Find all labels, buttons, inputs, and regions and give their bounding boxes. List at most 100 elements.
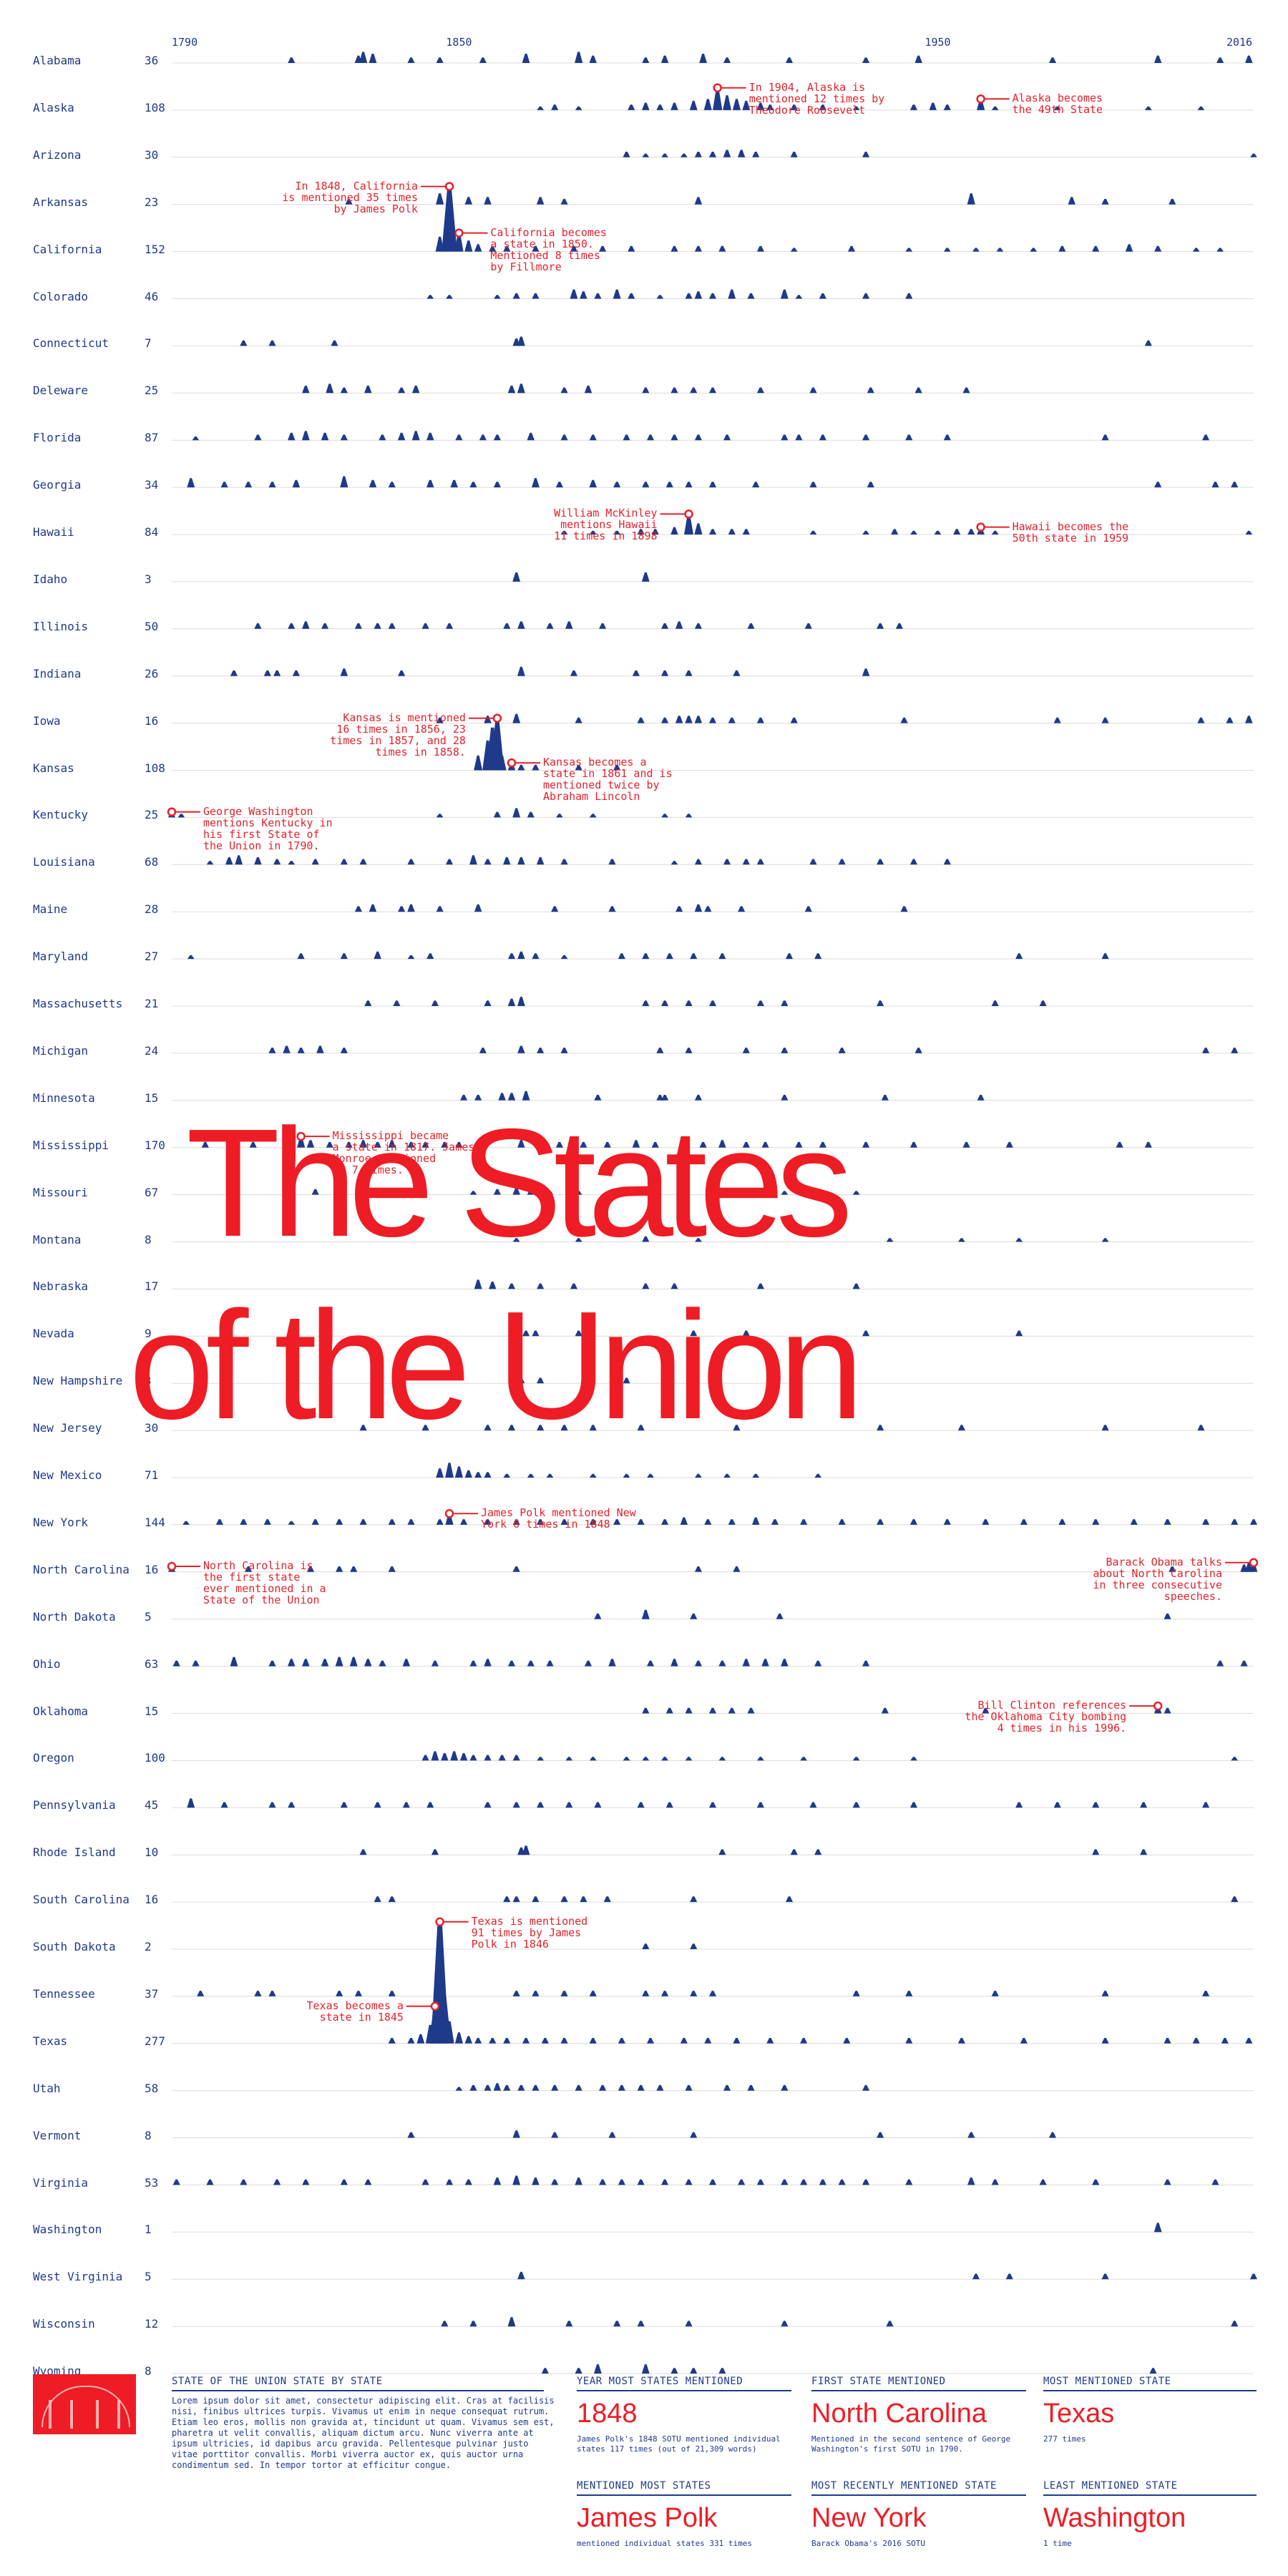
- mention-peak: [503, 623, 511, 629]
- mention-peak: [527, 1660, 535, 1667]
- state-label: Massachusetts: [33, 997, 123, 1010]
- mention-peak: [522, 54, 530, 63]
- mention-peak: [560, 1991, 568, 1996]
- mention-peak: [273, 2179, 281, 2185]
- mention-peak: [436, 193, 444, 205]
- mention-peak: [560, 1519, 568, 1525]
- mention-peak: [713, 87, 723, 110]
- mention-peak: [852, 1191, 860, 1195]
- mention-peak: [1101, 1238, 1109, 1242]
- mention-peak: [895, 623, 903, 629]
- mention-peak: [694, 434, 702, 441]
- mention-peak: [881, 1707, 889, 1714]
- mention-peak: [642, 387, 650, 394]
- mention-peak: [694, 716, 703, 723]
- mention-peak: [292, 670, 300, 676]
- mention-peak: [288, 861, 296, 865]
- mention-peak: [656, 1048, 664, 1053]
- mention-peak: [852, 1283, 860, 1289]
- mention-peak: [1226, 717, 1234, 723]
- mention-peak: [905, 434, 913, 441]
- mention-peak: [670, 1283, 678, 1289]
- mention-peak: [718, 1849, 726, 1855]
- mention-peak: [364, 385, 372, 394]
- mention-peak: [454, 2032, 463, 2044]
- stat-note-least: 1 time: [1043, 2539, 1072, 2548]
- mention-peak: [647, 1473, 654, 1478]
- mention-peak: [862, 1660, 870, 1667]
- mention-peak: [660, 55, 669, 63]
- mention-peak: [245, 1566, 253, 1572]
- mention-peak: [623, 1473, 630, 1478]
- mention-peak: [665, 482, 673, 488]
- mention-peak: [493, 482, 501, 488]
- mention-peak: [340, 2179, 348, 2185]
- mention-peak: [1163, 1613, 1171, 1619]
- mention-peak: [814, 953, 822, 960]
- mention-peak: [670, 434, 678, 441]
- mention-peak: [1149, 2368, 1157, 2374]
- state-label: North Dakota: [33, 1609, 116, 1624]
- mention-peak: [512, 2130, 520, 2138]
- mention-peak: [541, 2368, 549, 2374]
- mention-peak: [431, 1000, 439, 1006]
- mention-peak: [642, 1236, 650, 1242]
- mention-peak: [718, 1757, 726, 1761]
- mention-peak: [537, 1377, 545, 1384]
- mention-peak: [388, 482, 396, 488]
- mention-peak: [474, 755, 483, 771]
- mention-peak: [766, 104, 774, 110]
- stat-label-least: LEAST MENTIONED STATE: [1043, 2480, 1257, 2496]
- mention-peak: [288, 57, 296, 63]
- mention-peak: [455, 434, 463, 441]
- mention-peak: [537, 1283, 545, 1289]
- mention-peak: [1211, 482, 1219, 488]
- mention-peak: [589, 1473, 597, 1478]
- mention-peak: [718, 2368, 726, 2374]
- mention-peak: [795, 434, 803, 441]
- mention-peak: [756, 387, 764, 394]
- mention-peak: [469, 482, 477, 488]
- mention-peak: [661, 623, 669, 629]
- mention-peak: [967, 193, 975, 205]
- mention-peak: [507, 2317, 516, 2327]
- mention-peak: [254, 434, 262, 441]
- mention-peak: [441, 1141, 449, 1148]
- mention-peak: [1092, 2179, 1100, 2185]
- state-count: 9: [145, 1327, 152, 1341]
- mention-peak: [756, 245, 764, 252]
- state-label: Mississippi: [33, 1138, 109, 1152]
- mention-peak: [771, 1519, 779, 1525]
- mention-peak: [479, 1048, 487, 1053]
- mention-peak: [613, 2321, 621, 2327]
- mention-peak: [436, 57, 444, 63]
- mention-peak: [464, 2036, 473, 2044]
- mention-peak: [503, 1473, 511, 1478]
- mention-peak: [675, 716, 683, 723]
- mention-peak: [445, 859, 454, 865]
- mention-peak: [708, 717, 717, 723]
- annotation-marker: [492, 713, 502, 723]
- mention-peak: [685, 716, 693, 723]
- mention-peak: [469, 1660, 477, 1667]
- mention-peak: [374, 1896, 381, 1903]
- state-count: 170: [145, 1138, 165, 1152]
- mention-peak: [436, 1468, 444, 1478]
- mention-peak: [297, 953, 305, 960]
- mention-peak: [527, 1189, 535, 1195]
- mention-peak: [268, 1991, 276, 1996]
- mention-peak: [800, 2179, 808, 2185]
- stat-note-recent: Barack Obama's 2016 SOTU: [811, 2539, 925, 2548]
- mention-peak: [795, 1141, 803, 1148]
- mention-peak: [426, 1802, 434, 1808]
- mention-peak: [479, 57, 487, 63]
- mention-peak: [685, 670, 693, 676]
- mention-peak: [507, 953, 516, 960]
- mention-peak: [695, 1473, 702, 1478]
- mention-peak: [177, 814, 185, 818]
- mention-peak: [560, 2038, 568, 2044]
- mention-peak: [517, 951, 525, 960]
- mention-peak: [397, 432, 406, 441]
- state-count: 28: [145, 902, 159, 917]
- mention-peak: [503, 2038, 511, 2044]
